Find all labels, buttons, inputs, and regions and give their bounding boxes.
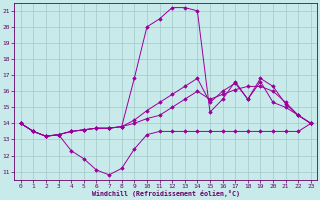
X-axis label: Windchill (Refroidissement éolien,°C): Windchill (Refroidissement éolien,°C) [92,190,240,197]
